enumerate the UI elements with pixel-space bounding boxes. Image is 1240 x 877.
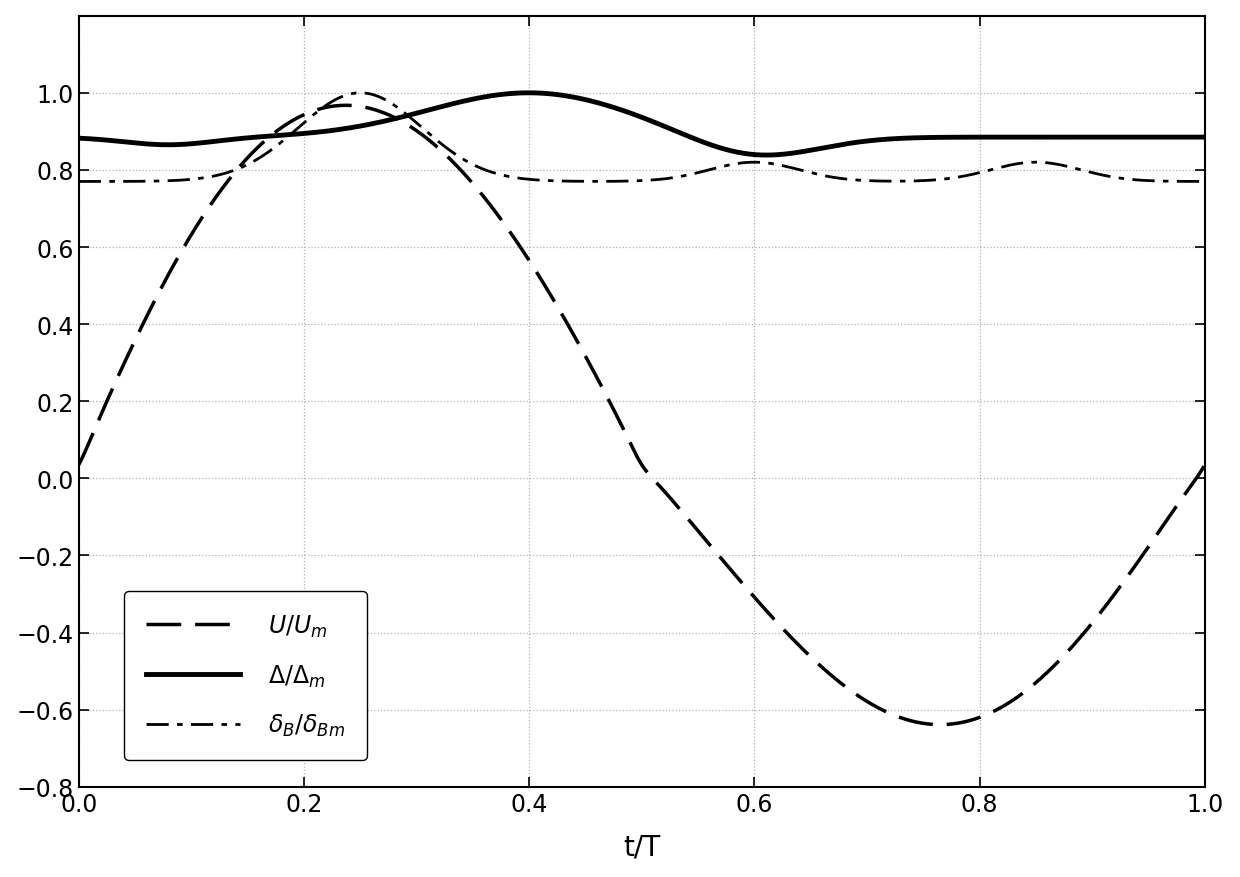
$\delta_B/\delta_{Bm}$: [1198, 177, 1213, 188]
$\delta_B/\delta_{Bm}$: [997, 162, 1012, 173]
$\Delta/\Delta_m$: [997, 132, 1012, 143]
$\Delta/\Delta_m$: [501, 89, 516, 100]
$\delta_B/\delta_{Bm}$: [804, 168, 818, 179]
$\Delta/\Delta_m$: [759, 151, 774, 161]
$\delta_B/\delta_{Bm}$: [72, 177, 87, 188]
$\delta_B/\delta_{Bm}$: [911, 176, 926, 187]
$\delta_B/\delta_{Bm}$: [502, 172, 517, 182]
$\Delta/\Delta_m$: [275, 131, 290, 141]
$U/U_m$: [746, 592, 761, 602]
$U/U_m$: [1198, 460, 1213, 470]
$\Delta/\Delta_m$: [746, 150, 761, 160]
$U/U_m$: [804, 652, 818, 663]
$\delta_B/\delta_{Bm}$: [353, 89, 368, 99]
$\Delta/\Delta_m$: [911, 133, 926, 144]
X-axis label: t/T: t/T: [624, 832, 661, 860]
$U/U_m$: [932, 719, 947, 730]
$\delta_B/\delta_{Bm}$: [746, 158, 761, 168]
$\delta_B/\delta_{Bm}$: [275, 136, 290, 146]
$U/U_m$: [911, 717, 926, 728]
$\Delta/\Delta_m$: [1198, 132, 1213, 143]
$\Delta/\Delta_m$: [521, 89, 536, 99]
$\Delta/\Delta_m$: [72, 133, 87, 144]
Legend: $U/U_m$, $\Delta/\Delta_m$, $\delta_B/\delta_{Bm}$: $U/U_m$, $\Delta/\Delta_m$, $\delta_B/\d…: [124, 592, 367, 759]
Line: $\delta_B/\delta_{Bm}$: $\delta_B/\delta_{Bm}$: [79, 94, 1205, 182]
$U/U_m$: [72, 460, 87, 470]
Line: $U/U_m$: $U/U_m$: [79, 106, 1205, 724]
$U/U_m$: [502, 226, 517, 237]
$U/U_m$: [339, 101, 353, 111]
Line: $\Delta/\Delta_m$: $\Delta/\Delta_m$: [79, 94, 1205, 156]
$\Delta/\Delta_m$: [804, 146, 818, 156]
$U/U_m$: [275, 122, 290, 132]
$U/U_m$: [997, 700, 1012, 710]
